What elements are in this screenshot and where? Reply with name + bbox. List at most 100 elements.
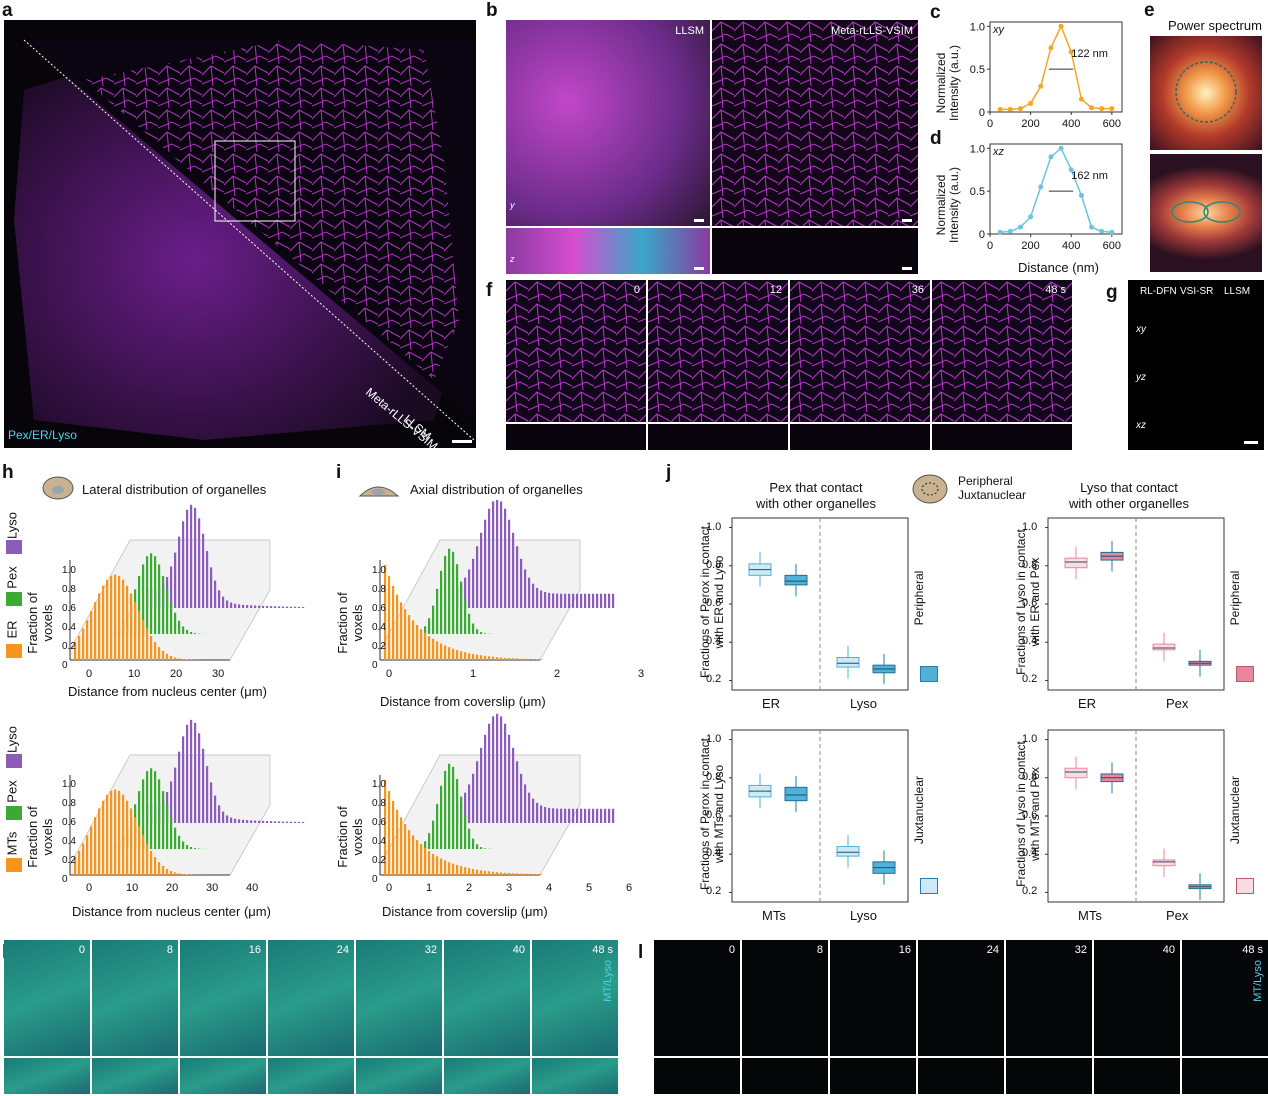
hist-bar <box>492 716 495 823</box>
hist-bar <box>182 659 185 660</box>
frame-time: 16 <box>248 944 261 956</box>
hist-bar <box>464 599 467 634</box>
hist-bar <box>114 789 117 875</box>
hist-z-tick: 0.6 <box>62 603 76 614</box>
hist-bar <box>536 659 539 660</box>
histogram-3d <box>69 504 305 661</box>
panel-j-pex-title: Pex that contact with other organelles <box>756 480 876 511</box>
hist-bar <box>468 784 471 823</box>
data-point <box>1007 228 1013 234</box>
hist-bar <box>134 817 137 875</box>
hist-z-tick: 1.0 <box>372 779 386 790</box>
hist-bar <box>476 629 479 634</box>
hist-bar <box>416 625 419 660</box>
hist-x-tick: 30 <box>212 668 225 680</box>
hist-bar <box>138 791 141 849</box>
hist-bar <box>452 863 455 875</box>
panel-g-col-label: RL-DFN <box>1140 286 1177 297</box>
x-tick-label: 200 <box>1021 118 1039 130</box>
hist-x-tick: 20 <box>166 882 179 894</box>
hist-bar <box>440 785 443 849</box>
hist-bar <box>162 791 165 849</box>
hist-z-tick: 0 <box>372 660 378 671</box>
hist-bar <box>560 593 563 608</box>
hist-bar <box>174 657 177 660</box>
hist-z-tick: 0.8 <box>372 584 386 595</box>
hist-bar <box>436 803 439 849</box>
fwhm-annotation: 122 nm <box>1071 48 1108 60</box>
hist-bar <box>504 872 507 875</box>
hist-bar <box>476 844 479 849</box>
data-point <box>1048 154 1054 160</box>
hist-x-tick: 10 <box>126 882 139 894</box>
box-y-label: Fractions of Lyso in contact with ER and… <box>1014 529 1042 675</box>
legend-peripheral: Peripheral <box>958 474 1013 488</box>
hist-bar <box>516 546 519 608</box>
box-x-label: MTs <box>1078 908 1102 923</box>
box-y-tick: 0.4 <box>706 847 722 860</box>
legend-swatch <box>6 754 22 768</box>
data-point <box>1007 106 1013 112</box>
channel-label: MT/Lyso <box>602 960 614 1002</box>
hist-bar <box>404 609 407 660</box>
data-point <box>1058 145 1064 151</box>
hist-z-tick: 0.2 <box>372 641 386 652</box>
hist-bar <box>504 723 507 823</box>
box-y-tick: 0.6 <box>1022 809 1038 821</box>
hist-z-tick: 0.2 <box>62 855 76 866</box>
hist-bar <box>424 847 427 875</box>
hist-x-tick: 4 <box>546 882 553 894</box>
hist-bar <box>194 633 197 634</box>
hist-bar <box>424 626 427 634</box>
hist-x-tick: 10 <box>128 668 141 680</box>
panel-l-frame: 24 <box>918 940 1004 1056</box>
hist-z-tick: 0.8 <box>62 798 76 809</box>
hist-bar <box>412 835 415 875</box>
hist-bar <box>480 655 483 660</box>
hist-x-tick: 30 <box>206 882 219 894</box>
hist-bar <box>568 593 571 608</box>
hist-bar <box>388 791 391 875</box>
mesh-fill <box>790 280 930 422</box>
hist-bar <box>146 843 149 875</box>
hist-bar <box>492 501 495 608</box>
data-point <box>1048 45 1054 51</box>
hist-bar <box>130 808 133 875</box>
hist-x-tick: 40 <box>246 882 259 894</box>
series-line <box>1000 147 1112 234</box>
hist-bar <box>548 807 551 823</box>
hist-bar <box>290 821 293 823</box>
hist-bar <box>568 808 571 823</box>
hist-bar <box>468 868 471 875</box>
frame-time: 40 <box>1162 944 1175 956</box>
hist-bar <box>588 808 591 823</box>
hist-bar <box>122 794 125 875</box>
panel-a-svg <box>4 20 476 448</box>
hist-bar <box>274 606 277 608</box>
hist-bar <box>484 655 487 660</box>
hist-bar <box>294 821 297 823</box>
hist-bar <box>436 641 439 660</box>
scale-bar <box>694 267 704 270</box>
cell-axial-icon <box>358 486 400 497</box>
panel-l-frame: 8 <box>742 940 828 1056</box>
hist-bar <box>488 508 491 608</box>
chart-d-ylabel: Normalized Intensity (a.u.) <box>928 162 961 243</box>
hist-bar <box>496 713 499 823</box>
panel-f-frame: 36 <box>790 280 930 422</box>
box-y-tick: 1.0 <box>1022 520 1038 533</box>
hist-bar <box>86 835 89 875</box>
box-y-tick: 0.2 <box>1022 885 1038 898</box>
hist-bar <box>588 593 591 608</box>
data-point <box>1017 224 1023 230</box>
data-point <box>1109 106 1115 112</box>
hist-bar <box>448 763 451 849</box>
hist-bar <box>524 873 527 875</box>
data-point <box>1109 229 1115 235</box>
chart-c-ylabel-text: Normalized Intensity (a.u.) <box>934 44 961 122</box>
hist-bar <box>194 722 197 823</box>
hist-bar <box>456 649 459 660</box>
hist-bar <box>246 820 249 823</box>
channel-label: MT/Lyso <box>1252 960 1264 1002</box>
hist-bar <box>564 593 567 608</box>
